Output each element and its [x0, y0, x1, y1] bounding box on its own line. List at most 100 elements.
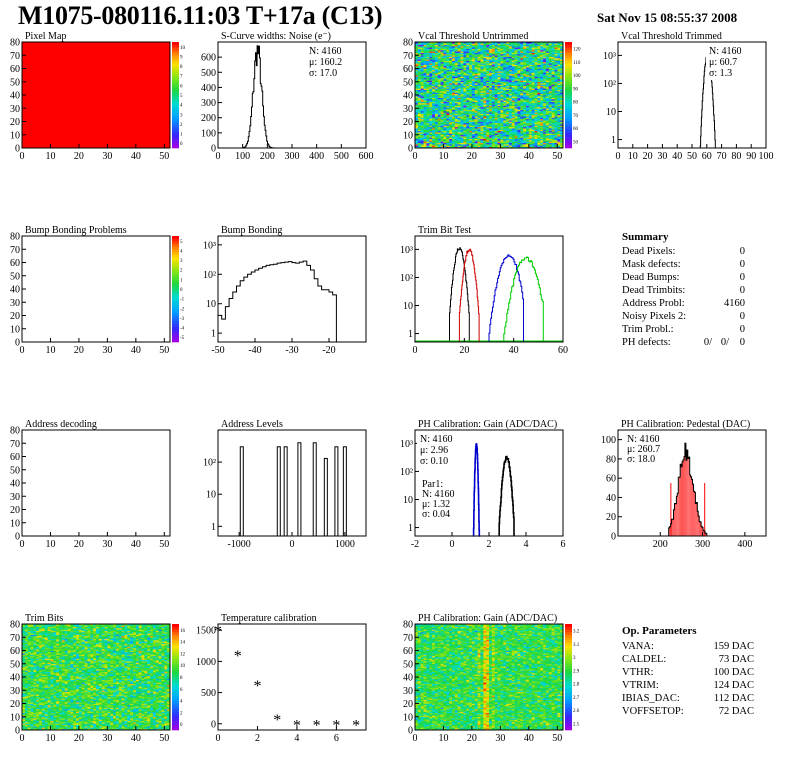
heatmap-cell	[489, 92, 493, 94]
heatmap-cell	[437, 68, 441, 71]
heatmap-cell	[528, 76, 532, 79]
heatmap-cell	[497, 47, 501, 49]
heatmap-cell	[517, 98, 521, 101]
heatmap-cell	[545, 56, 550, 59]
heatmap-cell	[434, 73, 439, 76]
heatmap-cell	[449, 137, 453, 140]
heatmap-cell	[554, 108, 558, 110]
heatmap-cell	[417, 65, 421, 68]
heatmap-cell	[477, 43, 481, 45]
heatmap-cell	[528, 85, 532, 88]
heatmap-cell	[466, 124, 470, 126]
heatmap-cell	[500, 51, 504, 53]
heatmap-cell	[514, 73, 518, 76]
heatmap-cell	[517, 84, 521, 87]
heatmap-cell	[540, 73, 544, 76]
heatmap-cell	[417, 109, 421, 112]
heatmap-cell	[426, 45, 430, 48]
chart-title: Trim Bit Test	[418, 225, 471, 236]
heatmap-cell	[460, 87, 464, 89]
heatmap-cell	[554, 44, 558, 47]
heatmap-cell	[457, 59, 461, 61]
heatmap-cell	[551, 122, 555, 125]
heatmap-cell	[164, 728, 168, 731]
heatmap-cell	[503, 104, 507, 106]
y-tick-label: 10²	[203, 458, 216, 469]
heatmap-cell	[446, 137, 450, 140]
heatmap-cell	[480, 109, 484, 112]
heatmap-cell	[494, 138, 498, 141]
heatmap-cell	[511, 69, 515, 72]
heatmap-cell	[551, 146, 555, 149]
heatmap-cell	[39, 726, 43, 728]
y-tick-label: 400	[201, 83, 216, 94]
colorbar-label: -1	[180, 298, 185, 303]
heatmap-cell	[463, 64, 467, 67]
heatmap-cell	[440, 55, 444, 57]
heatmap-cell	[534, 146, 538, 149]
heatmap-cell	[463, 118, 467, 121]
heatmap-cell	[480, 87, 484, 89]
heatmap-cell	[420, 114, 424, 117]
heatmap-cell	[429, 100, 433, 102]
heatmap-cell	[107, 726, 111, 728]
heatmap-cell	[526, 85, 530, 88]
heatmap-cell	[511, 48, 515, 51]
heatmap-cell	[503, 91, 507, 93]
heatmap-cell	[543, 55, 547, 57]
heatmap-cell	[423, 84, 427, 87]
heatmap-cell	[531, 61, 535, 64]
heatmap-cell	[454, 80, 458, 83]
x-tick-label: 40	[524, 151, 534, 162]
heatmap-cell	[545, 144, 550, 146]
heatmap-cell	[417, 102, 421, 105]
heatmap-cell	[141, 728, 145, 731]
heatmap-cell	[537, 79, 541, 81]
heatmap-cell	[477, 129, 481, 132]
heatmap-cell	[454, 95, 458, 97]
heatmap-cell	[446, 92, 450, 94]
heatmap-cell	[503, 130, 507, 133]
heatmap-cell	[534, 57, 538, 60]
heatmap-cell	[417, 49, 421, 52]
heatmap-cell	[545, 61, 550, 64]
heatmap-cell	[59, 724, 63, 727]
heatmap-cell	[523, 116, 527, 118]
heatmap-cell	[551, 145, 555, 147]
heatmap-cell	[446, 129, 450, 132]
heatmap-cell	[537, 57, 541, 60]
heatmap-cell	[76, 726, 80, 728]
heatmap-cell	[489, 96, 493, 98]
heatmap-cell	[557, 113, 561, 116]
heatmap-cell	[429, 83, 433, 85]
heatmap-cell	[466, 61, 470, 64]
heatmap-cell	[443, 130, 447, 133]
heatmap-cell	[417, 117, 421, 120]
heatmap-cell	[155, 723, 159, 726]
colorbar-step	[172, 294, 179, 298]
heatmap-cell	[437, 44, 441, 47]
heatmap-cell	[477, 108, 481, 110]
heatmap-cell	[417, 88, 421, 91]
heatmap-cell	[560, 72, 564, 75]
heatmap-cell	[452, 138, 456, 141]
heatmap-cell	[494, 125, 498, 128]
heatmap-cell	[497, 80, 501, 83]
heatmap-cell	[466, 47, 470, 49]
heatmap-cell	[429, 124, 433, 126]
heatmap-cell	[452, 130, 456, 133]
heatmap-cell	[548, 81, 552, 84]
heatmap-cell	[508, 89, 513, 92]
heatmap-cell	[417, 84, 421, 87]
colorbar-label: -5	[180, 336, 185, 341]
heatmap-cell	[417, 59, 421, 61]
heatmap-cell	[87, 724, 91, 727]
heatmap-cell	[545, 63, 550, 65]
heatmap-cell	[494, 75, 498, 77]
heatmap-cell	[508, 76, 513, 79]
heatmap-cell	[457, 104, 461, 106]
heatmap-cell	[440, 71, 444, 73]
heatmap-cell	[514, 83, 518, 85]
heatmap-cell	[517, 71, 521, 73]
heatmap-cell	[446, 144, 450, 146]
